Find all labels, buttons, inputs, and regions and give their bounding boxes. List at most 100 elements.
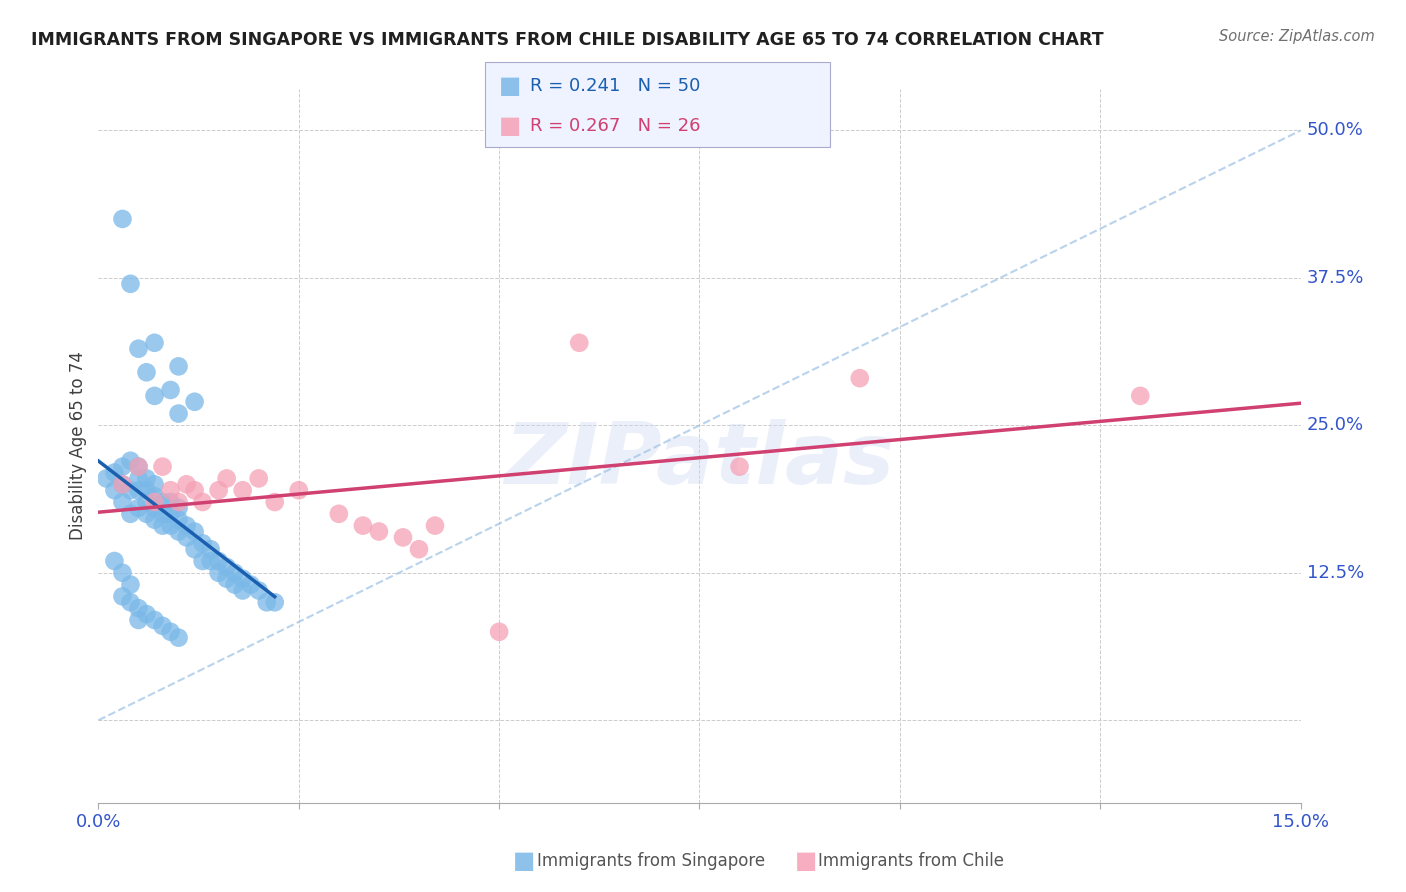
- Point: [120, 277, 142, 291]
- Text: ■: ■: [794, 849, 817, 872]
- Point: [167, 631, 190, 645]
- Point: [96, 471, 118, 485]
- Text: Immigrants from Singapore: Immigrants from Singapore: [537, 852, 765, 870]
- Point: [128, 500, 150, 515]
- Point: [263, 495, 285, 509]
- Point: [208, 554, 231, 568]
- Point: [135, 607, 157, 621]
- Point: [368, 524, 391, 539]
- Point: [120, 454, 142, 468]
- Point: [152, 495, 174, 509]
- Point: [167, 359, 190, 374]
- Point: [232, 483, 254, 498]
- Point: [215, 471, 238, 485]
- Point: [143, 495, 166, 509]
- Text: R = 0.241   N = 50: R = 0.241 N = 50: [530, 78, 700, 95]
- Point: [128, 342, 150, 356]
- Text: 25.0%: 25.0%: [1306, 417, 1364, 434]
- Point: [128, 471, 150, 485]
- Point: [183, 394, 205, 409]
- Point: [191, 536, 214, 550]
- Point: [143, 500, 166, 515]
- Point: [111, 590, 134, 604]
- Point: [200, 542, 222, 557]
- Point: [167, 524, 190, 539]
- Point: [408, 542, 430, 557]
- Point: [103, 483, 125, 498]
- Point: [176, 518, 198, 533]
- Point: [128, 613, 150, 627]
- Point: [111, 477, 134, 491]
- Point: [488, 624, 510, 639]
- Point: [159, 624, 181, 639]
- Text: 50.0%: 50.0%: [1306, 121, 1364, 139]
- Point: [1129, 389, 1152, 403]
- Point: [120, 577, 142, 591]
- Point: [128, 483, 150, 498]
- Point: [239, 577, 262, 591]
- Point: [183, 483, 205, 498]
- Point: [167, 407, 190, 421]
- Point: [159, 483, 181, 498]
- Point: [143, 389, 166, 403]
- Text: 37.5%: 37.5%: [1306, 268, 1364, 287]
- Point: [256, 595, 278, 609]
- Text: R = 0.267   N = 26: R = 0.267 N = 26: [530, 117, 700, 135]
- Point: [120, 595, 142, 609]
- Point: [183, 542, 205, 557]
- Point: [135, 507, 157, 521]
- Point: [183, 524, 205, 539]
- Point: [120, 507, 142, 521]
- Point: [247, 471, 270, 485]
- Point: [135, 365, 157, 379]
- Point: [135, 471, 157, 485]
- Point: [143, 489, 166, 503]
- Point: [208, 566, 231, 580]
- Point: [288, 483, 311, 498]
- Point: [224, 566, 246, 580]
- Point: [111, 566, 134, 580]
- Point: [263, 595, 285, 609]
- Point: [143, 613, 166, 627]
- Point: [103, 554, 125, 568]
- Point: [232, 572, 254, 586]
- Point: [200, 554, 222, 568]
- Point: [143, 513, 166, 527]
- Point: [128, 459, 150, 474]
- Point: [111, 495, 134, 509]
- Text: ■: ■: [499, 114, 522, 138]
- Y-axis label: Disability Age 65 to 74: Disability Age 65 to 74: [69, 351, 87, 541]
- Point: [152, 507, 174, 521]
- Point: [176, 477, 198, 491]
- Point: [152, 619, 174, 633]
- Point: [159, 518, 181, 533]
- Point: [128, 459, 150, 474]
- Point: [103, 466, 125, 480]
- Point: [159, 383, 181, 397]
- Point: [167, 495, 190, 509]
- Point: [143, 477, 166, 491]
- Point: [224, 577, 246, 591]
- Point: [143, 335, 166, 350]
- Point: [111, 459, 134, 474]
- Point: [215, 572, 238, 586]
- Point: [328, 507, 350, 521]
- Point: [215, 560, 238, 574]
- Point: [111, 211, 134, 226]
- Point: [167, 500, 190, 515]
- Point: [232, 583, 254, 598]
- Point: [159, 507, 181, 521]
- Text: ■: ■: [499, 74, 522, 98]
- Point: [208, 483, 231, 498]
- Point: [120, 483, 142, 498]
- Point: [159, 495, 181, 509]
- Text: Immigrants from Chile: Immigrants from Chile: [818, 852, 1004, 870]
- Point: [568, 335, 591, 350]
- Text: ZIPatlas: ZIPatlas: [505, 418, 894, 502]
- Point: [111, 477, 134, 491]
- Point: [176, 530, 198, 544]
- Point: [167, 513, 190, 527]
- Point: [135, 495, 157, 509]
- Text: Source: ZipAtlas.com: Source: ZipAtlas.com: [1219, 29, 1375, 44]
- Point: [152, 459, 174, 474]
